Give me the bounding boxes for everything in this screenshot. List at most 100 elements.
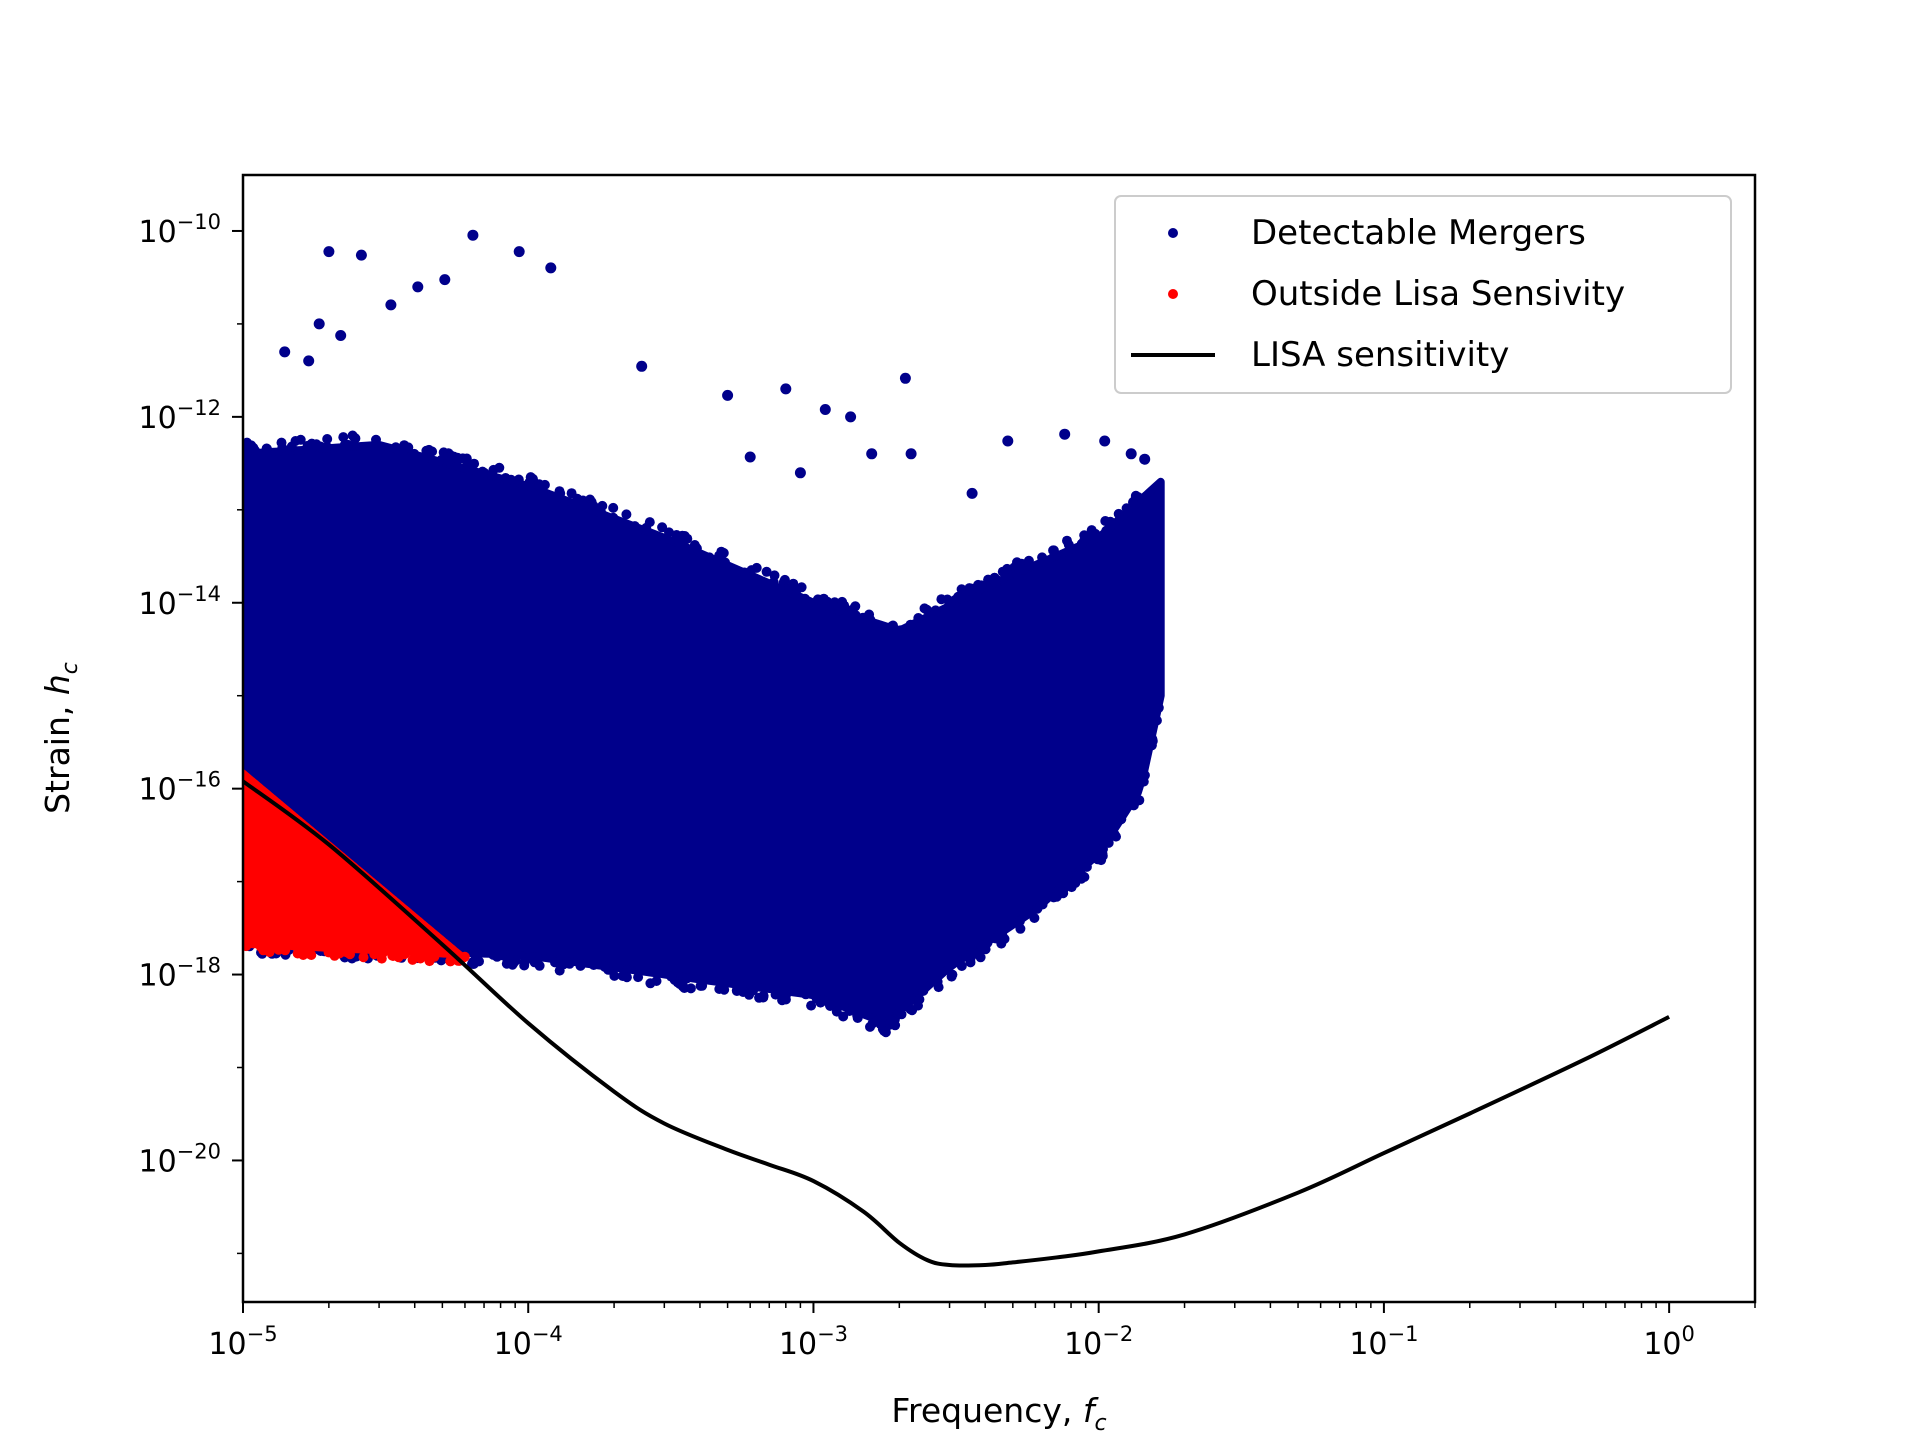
detectable-merger-point (629, 521, 640, 532)
detectable-merger-point (1032, 903, 1043, 914)
outside-lisa-point (358, 952, 369, 963)
detectable-merger-point (555, 488, 566, 499)
detectable-merger-point (479, 468, 490, 478)
detectable-merger-point (350, 433, 361, 444)
detectable-mergers-region (243, 441, 1165, 1027)
y-tick-label: 10−18 (138, 954, 221, 994)
detectable-merger-point (261, 443, 272, 454)
detectable-merger-outlier (1125, 448, 1137, 460)
lisa-sensitivity-line (243, 779, 1670, 1268)
detectable-merger-point (679, 531, 690, 541)
outside-lisa-point (262, 945, 273, 956)
detectable-merger-outlier (439, 274, 451, 286)
detectable-merger-point (621, 509, 632, 520)
detectable-merger-point (1151, 715, 1162, 726)
x-tick-label: 10−4 (494, 1322, 563, 1362)
detectable-merger-point (918, 985, 929, 996)
y-tick-label: 10−10 (138, 210, 221, 250)
detectable-merger-point (1105, 516, 1116, 527)
outside-lisa-point (459, 951, 470, 962)
detectable-merger-point (965, 585, 976, 596)
detectable-merger-outlier (966, 487, 978, 499)
detectable-merger-point (905, 619, 916, 630)
plot-area (243, 229, 1670, 1268)
detectable-merger-point (754, 992, 765, 1003)
detectable-merger-point (597, 500, 608, 511)
y-tick-label: 10−16 (138, 768, 221, 808)
detectable-merger-point (739, 567, 750, 578)
detectable-merger-point (550, 957, 560, 968)
detectable-merger-point (983, 574, 994, 585)
detectable-merger-point (720, 557, 730, 568)
detectable-merger-outlier (385, 299, 397, 311)
detectable-merger-point (990, 577, 1001, 588)
detectable-merger-point (1048, 545, 1059, 556)
legend: Detectable Mergers Outside Lisa Sensivit… (1114, 195, 1732, 394)
detectable-merger-point (492, 951, 503, 962)
detectable-merger-point (834, 605, 845, 616)
detectable-merger-point (657, 522, 668, 533)
detectable-merger-point (1076, 869, 1087, 880)
detectable-merger-point (513, 474, 524, 485)
detectable-merger-point (677, 979, 688, 990)
detectable-merger-point (976, 940, 987, 951)
detectable-merger-point (751, 562, 762, 573)
outside-lisa-point (393, 952, 404, 963)
detectable-merger-point (424, 444, 434, 455)
detectable-merger-point (1062, 535, 1072, 546)
detectable-merger-point (1116, 814, 1127, 825)
detectable-merger-outlier (780, 383, 792, 395)
detectable-merger-point (1109, 829, 1120, 840)
detectable-merger-point (487, 470, 498, 481)
detectable-merger-outlier (866, 448, 878, 460)
detectable-merger-point (875, 1019, 886, 1030)
detectable-merger-point (837, 596, 848, 607)
detectable-merger-point (588, 960, 599, 970)
detectable-merger-outlier (1002, 435, 1014, 447)
outside-lisa-point (411, 948, 422, 959)
y-axis-label-symbol: h (38, 674, 77, 695)
detectable-merger-point (930, 605, 941, 616)
x-axis-label-text: Frequency, (891, 1391, 1072, 1430)
detectable-merger-point (500, 473, 511, 483)
detectable-merger-point (973, 579, 984, 590)
detectable-merger-point (248, 442, 259, 453)
detectable-merger-point (1037, 552, 1048, 563)
detectable-merger-point (768, 577, 779, 588)
detectable-merger-point (800, 593, 810, 604)
detectable-merger-point (744, 989, 755, 1000)
detectable-merger-point (1138, 776, 1149, 787)
detectable-merger-point (865, 1021, 875, 1032)
detectable-merger-point (689, 540, 700, 550)
detectable-merger-point (718, 548, 729, 558)
detectable-merger-point (403, 442, 414, 453)
detectable-merger-outlier (467, 229, 479, 241)
outside-lisa-point (306, 950, 317, 960)
detectable-merger-point (1018, 564, 1029, 575)
detectable-merger-outlier (412, 281, 424, 293)
x-axis-label: Frequency, fc (891, 1391, 1106, 1436)
detectable-merger-outlier (905, 448, 917, 460)
x-axis: 10−5 10−4 10−3 10−2 10−1 100 (208, 1302, 1756, 1362)
detectable-merger-outlier (545, 262, 557, 274)
detectable-merger-point (311, 439, 322, 450)
detectable-merger-point (1128, 800, 1139, 811)
detectable-merger-point (1103, 837, 1114, 848)
x-tick-label: 10−5 (208, 1322, 277, 1362)
y-tick-label: 10−20 (138, 1139, 221, 1179)
detectable-merger-point (971, 948, 982, 959)
detectable-merger-point (697, 980, 708, 991)
x-tick-label: 10−1 (1349, 1322, 1418, 1362)
detectable-merger-outlier (1139, 453, 1151, 465)
y-tick-label: 10−14 (138, 582, 221, 622)
detectable-merger-point (608, 502, 619, 513)
detectable-merger-point (961, 951, 972, 962)
detectable-merger-point (1002, 563, 1013, 574)
detectable-merger-point (731, 985, 742, 996)
detectable-mergers-points (243, 430, 1165, 1038)
detectable-merger-point (852, 1013, 863, 1023)
detectable-merger-point (942, 594, 953, 605)
detectable-merger-point (644, 517, 655, 528)
detectable-merger-outlier (899, 372, 911, 384)
detectable-merger-point (780, 994, 791, 1005)
